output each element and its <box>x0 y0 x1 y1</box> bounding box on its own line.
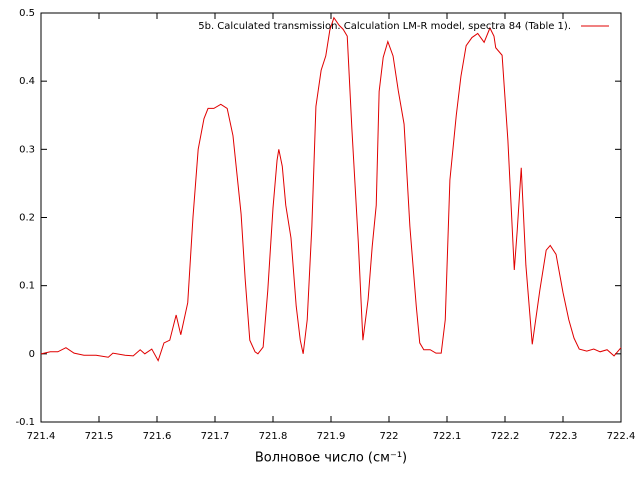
x-tick-label: 722 <box>379 431 398 442</box>
x-tick-label: 721.8 <box>259 431 288 442</box>
y-tick-label: 0.2 <box>19 213 35 224</box>
x-tick-label: 722.2 <box>491 431 520 442</box>
y-tick-label: 0.1 <box>19 281 35 292</box>
x-tick-label: 721.5 <box>85 431 114 442</box>
x-tick-label: 721.4 <box>27 431 56 442</box>
x-tick-label: 721.9 <box>317 431 346 442</box>
x-tick-label: 722.3 <box>549 431 578 442</box>
x-tick-label: 722.4 <box>607 431 636 442</box>
x-axis-label: Волновое число (см⁻¹) <box>255 451 407 466</box>
x-tick-label: 722.1 <box>433 431 462 442</box>
y-tick-label: 0.5 <box>19 8 35 19</box>
legend-label: 5b. Calculated transmission. Calculation… <box>198 21 571 32</box>
y-tick-label: 0.3 <box>19 144 35 155</box>
y-tick-label: 0 <box>29 349 35 360</box>
x-tick-label: 721.6 <box>143 431 172 442</box>
data-line <box>40 16 622 362</box>
y-tick-label: 0.4 <box>19 76 35 87</box>
plot-frame <box>40 12 622 423</box>
y-tick-label: -0.1 <box>15 417 35 428</box>
x-tick-label: 721.7 <box>201 431 230 442</box>
